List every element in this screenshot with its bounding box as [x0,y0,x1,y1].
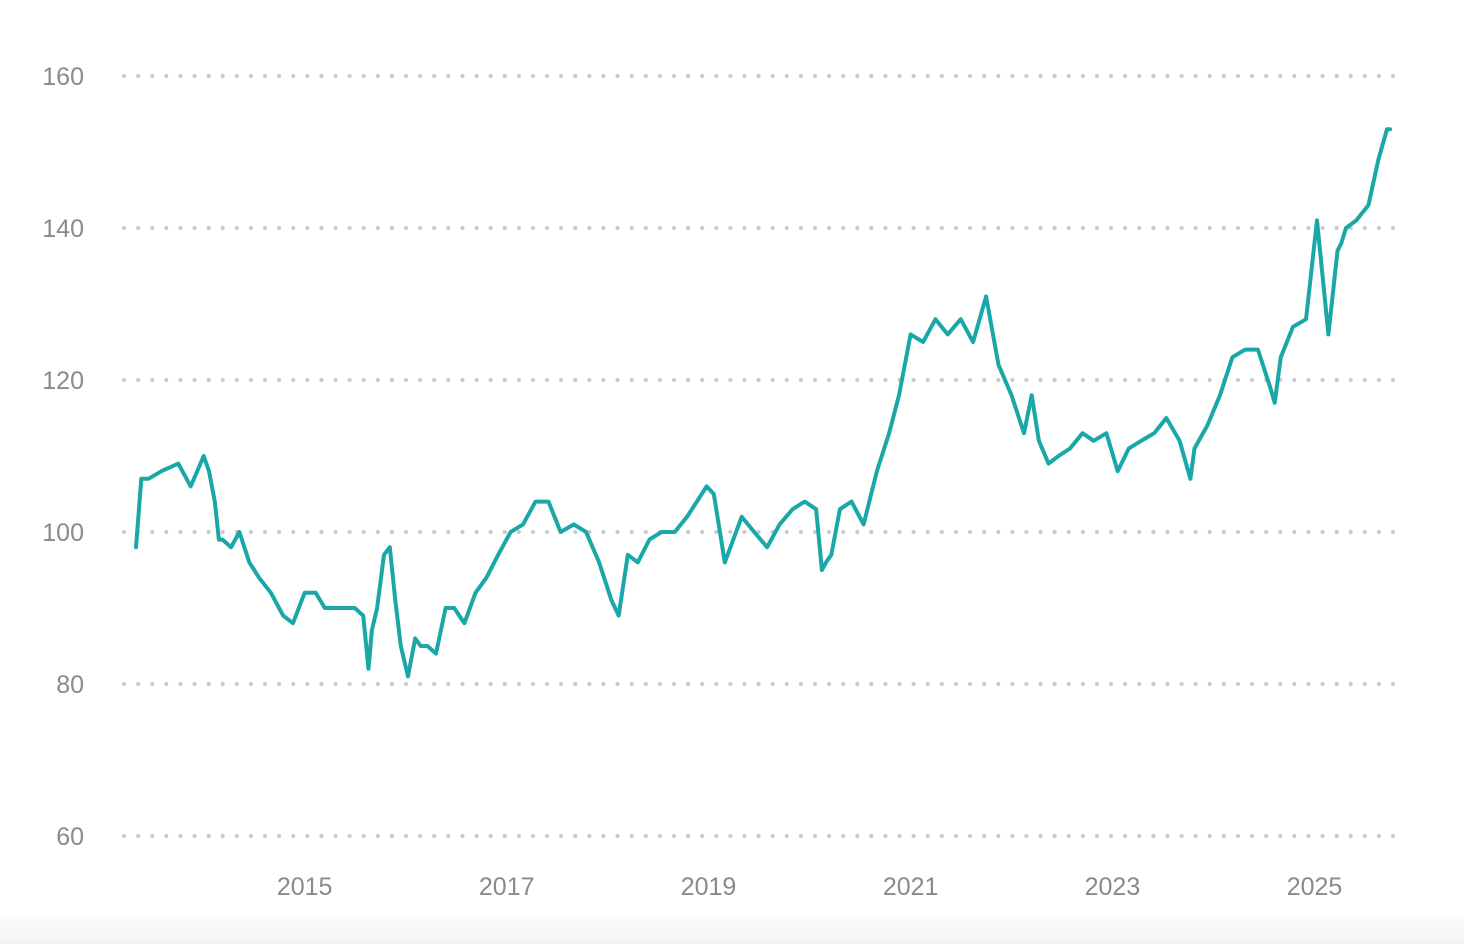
y-tick-label: 60 [56,823,84,851]
y-tick-label: 120 [42,367,84,395]
grid-layer [122,74,1398,838]
y-tick-label: 100 [42,519,84,547]
x-tick-labels: 2015 2017 2019 2021 2023 2025 [277,873,1343,901]
x-tick-label: 2023 [1085,873,1141,901]
y-tick-label: 140 [42,215,84,243]
x-tick-label: 2015 [277,873,333,901]
y-tick-label: 80 [56,671,84,699]
bottom-fade [0,910,1464,944]
y-tick-label: 160 [42,63,84,91]
x-tick-label: 2021 [883,873,939,901]
y-tick-labels: 60 80 100 120 140 160 [42,63,84,851]
series-layer [134,127,1392,679]
series-line-0 [134,127,1392,679]
x-tick-label: 2019 [681,873,737,901]
x-tick-label: 2025 [1287,873,1343,901]
x-tick-label: 2017 [479,873,535,901]
